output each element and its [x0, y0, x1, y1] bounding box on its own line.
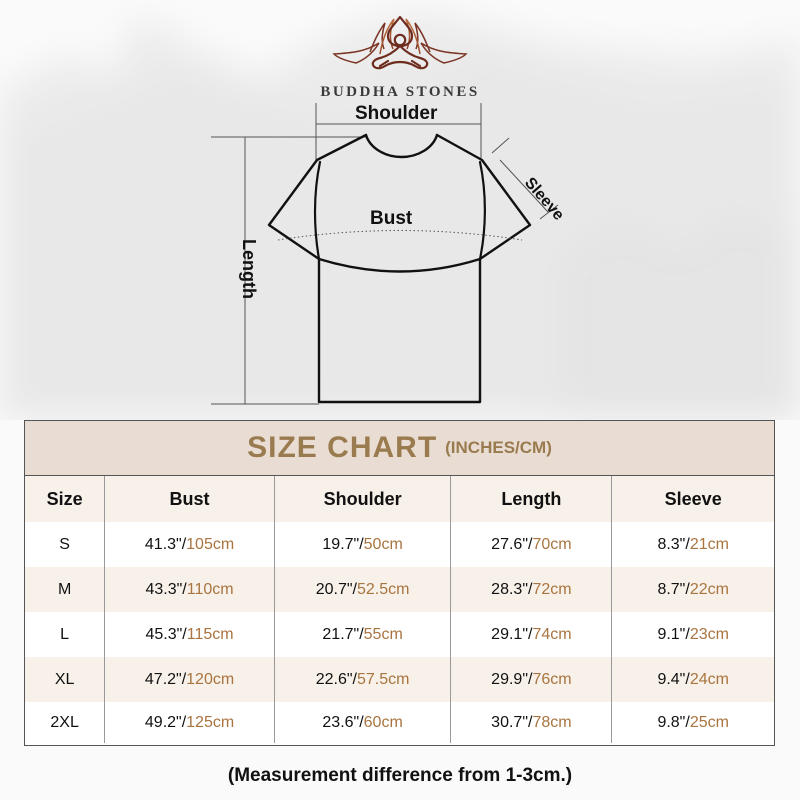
- svg-text:Shoulder: Shoulder: [355, 103, 438, 124]
- svg-text:Sleeve: Sleeve: [521, 174, 567, 224]
- svg-text:Length: Length: [239, 239, 259, 299]
- svg-text:Bust: Bust: [370, 208, 413, 229]
